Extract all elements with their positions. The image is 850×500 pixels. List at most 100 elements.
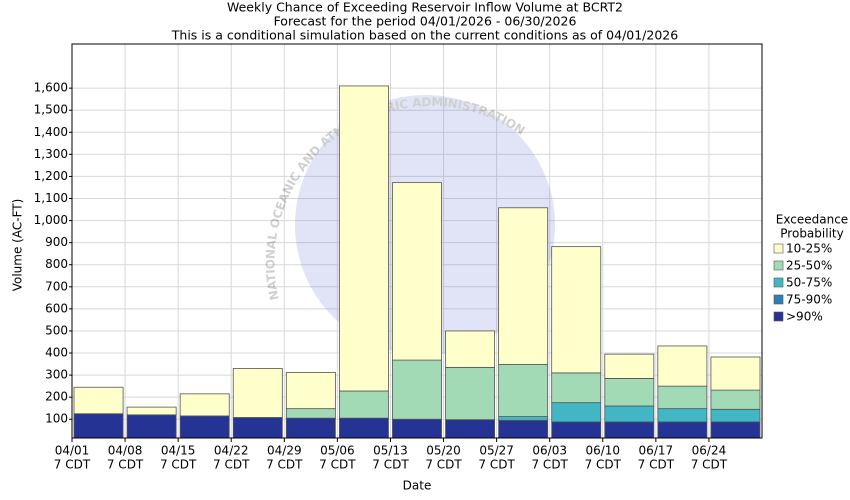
legend-title: Exceedance (776, 213, 848, 227)
x-tick-label: 05/27 (479, 444, 514, 458)
bar-segment (338, 85, 389, 392)
x-tick-label: 06/03 (532, 444, 567, 458)
bar-segment (604, 405, 655, 423)
x-tick-label: 05/06 (320, 444, 355, 458)
y-tick-label: 500 (45, 323, 68, 337)
y-tick-label: 1,200 (34, 169, 68, 183)
bar-segment (604, 353, 655, 379)
x-tick-label: 04/22 (214, 444, 249, 458)
x-tick-sublabel: 7 CDT (585, 458, 622, 472)
legend-title: Probability (780, 227, 843, 241)
x-tick-label: 05/20 (426, 444, 461, 458)
bar-segment (126, 406, 177, 416)
legend-label: 25-50% (786, 259, 832, 273)
legend-swatch (773, 243, 784, 254)
bar-segment (604, 421, 655, 439)
x-tick-label: 04/08 (108, 444, 143, 458)
bar-segment (285, 408, 336, 419)
y-tick-label: 300 (45, 368, 68, 382)
y-tick-label: 100 (45, 412, 68, 426)
bar-segment (657, 421, 708, 439)
y-tick-label: 1,400 (34, 125, 68, 139)
bar-segment (445, 330, 496, 368)
bar-segment (338, 390, 389, 419)
bar-segment (551, 372, 602, 404)
plot-border (71, 43, 763, 439)
y-tick-label: 1,000 (34, 213, 68, 227)
bar-segment (392, 359, 442, 420)
bar-segment (710, 421, 761, 439)
x-tick-sublabel: 7 CDT (691, 458, 728, 472)
legend-label: 50-75% (786, 276, 832, 290)
x-tick-label: 06/17 (639, 444, 674, 458)
y-tick-label: 700 (45, 279, 68, 293)
bar-segment (392, 418, 442, 439)
legend-swatch (773, 277, 784, 288)
bar-segment (551, 402, 602, 423)
bar-segment (498, 207, 549, 365)
bar-segment (498, 419, 549, 439)
x-tick-label: 06/10 (585, 444, 620, 458)
legend-label: 75-90% (786, 293, 832, 307)
bar-segment (232, 368, 283, 418)
bar-segment (710, 389, 761, 410)
x-tick-sublabel: 7 CDT (531, 458, 568, 472)
bar-segment (179, 415, 230, 439)
x-tick-label: 04/29 (267, 444, 302, 458)
bar-segment (338, 417, 389, 439)
legend-swatch (773, 260, 784, 271)
legend-label: 10-25% (786, 242, 832, 256)
bar-segment (604, 378, 655, 407)
bar-segment (498, 364, 549, 417)
x-tick-sublabel: 7 CDT (372, 458, 409, 472)
x-tick-sublabel: 7 CDT (213, 458, 250, 472)
x-tick-sublabel: 7 CDT (54, 458, 91, 472)
bar-segment (285, 372, 336, 410)
chart-subtitle: Forecast for the period 04/01/2026 - 06/… (274, 14, 577, 29)
bar-segment (498, 416, 549, 421)
bar-segment (392, 182, 442, 361)
y-tick-label: 1,500 (34, 103, 68, 117)
bar-segment (657, 408, 708, 423)
bar-segment (657, 385, 708, 410)
legend-label: >90% (786, 310, 823, 324)
legend-swatch (773, 294, 784, 305)
y-tick-label: 200 (45, 390, 68, 404)
x-tick-label: 05/13 (373, 444, 408, 458)
bar-segment (232, 417, 283, 439)
x-tick-sublabel: 7 CDT (319, 458, 356, 472)
y-tick-label: 600 (45, 301, 68, 315)
bar-segment (179, 393, 230, 417)
bar-segment (551, 246, 602, 374)
legend-swatch (773, 311, 784, 322)
bar-segment (551, 421, 602, 439)
bar-segment (73, 386, 124, 415)
bars (73, 85, 761, 439)
x-axis-label: Date (403, 479, 432, 493)
x-tick-sublabel: 7 CDT (107, 458, 144, 472)
x-tick-sublabel: 7 CDT (266, 458, 303, 472)
x-tick-sublabel: 7 CDT (638, 458, 675, 472)
bar-segment (710, 356, 761, 391)
chart-title: Weekly Chance of Exceeding Reservoir Inf… (227, 0, 623, 15)
x-tick-sublabel: 7 CDT (160, 458, 197, 472)
y-axis-label: Volume (AC-FT) (11, 199, 25, 292)
x-tick-label: 04/15 (161, 444, 196, 458)
bar-segment (710, 408, 761, 423)
x-tick-sublabel: 7 CDT (425, 458, 462, 472)
y-tick-label: 400 (45, 346, 68, 360)
bar-segment (126, 414, 177, 439)
y-tick-label: 1,600 (34, 81, 68, 95)
bar-segment (285, 417, 336, 439)
y-tick-label: 1,300 (34, 147, 68, 161)
bar-segment (657, 345, 708, 387)
y-tick-label: 1,100 (34, 191, 68, 205)
x-tick-label: 06/24 (692, 444, 727, 458)
x-tick-sublabel: 7 CDT (478, 458, 515, 472)
chart-note: This is a conditional simulation based o… (171, 28, 678, 43)
y-tick-label: 800 (45, 257, 68, 271)
x-tick-label: 04/01 (55, 444, 90, 458)
bar-segment (73, 413, 124, 439)
y-tick-label: 900 (45, 235, 68, 249)
